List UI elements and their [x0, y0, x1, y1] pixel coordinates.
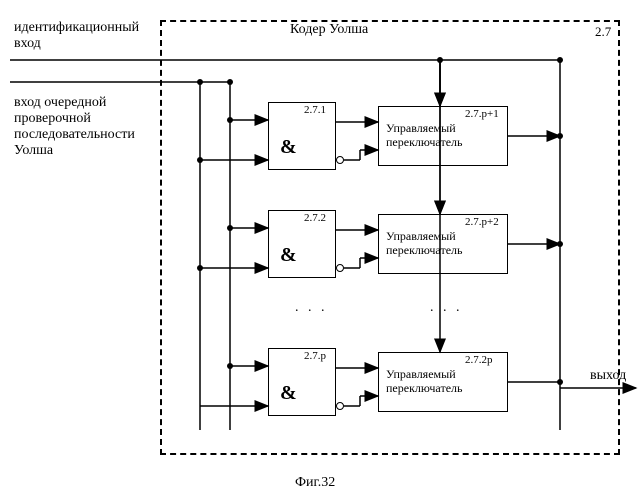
and-inv-p: [336, 402, 344, 410]
and-ref-p: 2.7.p: [304, 350, 326, 362]
and-inv-2: [336, 264, 344, 272]
ellipsis-and: . . .: [295, 300, 328, 316]
output-label: выход: [590, 368, 626, 384]
input-seq-label: вход очередной проверочной последователь…: [14, 95, 135, 159]
and-inv-1: [336, 156, 344, 164]
and-sym-p: &: [280, 382, 297, 405]
and-ref-1: 2.7.1: [304, 104, 326, 116]
figure-caption: Фиг.32: [295, 475, 335, 491]
ellipsis-sw: . . .: [430, 300, 463, 316]
and-sym-1: &: [280, 136, 297, 159]
and-sym-2: &: [280, 244, 297, 267]
switch-lbl-1: Управляемый переключатель: [386, 122, 462, 150]
input-id-label: идентификационный вход: [14, 20, 139, 52]
switch-ref-2: 2.7.p+2: [465, 216, 499, 228]
and-ref-2: 2.7.2: [304, 212, 326, 224]
diagram-canvas: Кодер Уолша 2.7 идентификационный вход в…: [0, 0, 641, 500]
switch-ref-1: 2.7.p+1: [465, 108, 499, 120]
switch-lbl-2: Управляемый переключатель: [386, 230, 462, 258]
encoder-title: Кодер Уолша: [290, 22, 368, 38]
encoder-ref: 2.7: [595, 24, 611, 40]
switch-ref-p: 2.7.2p: [465, 354, 493, 366]
switch-lbl-p: Управляемый переключатель: [386, 368, 462, 396]
